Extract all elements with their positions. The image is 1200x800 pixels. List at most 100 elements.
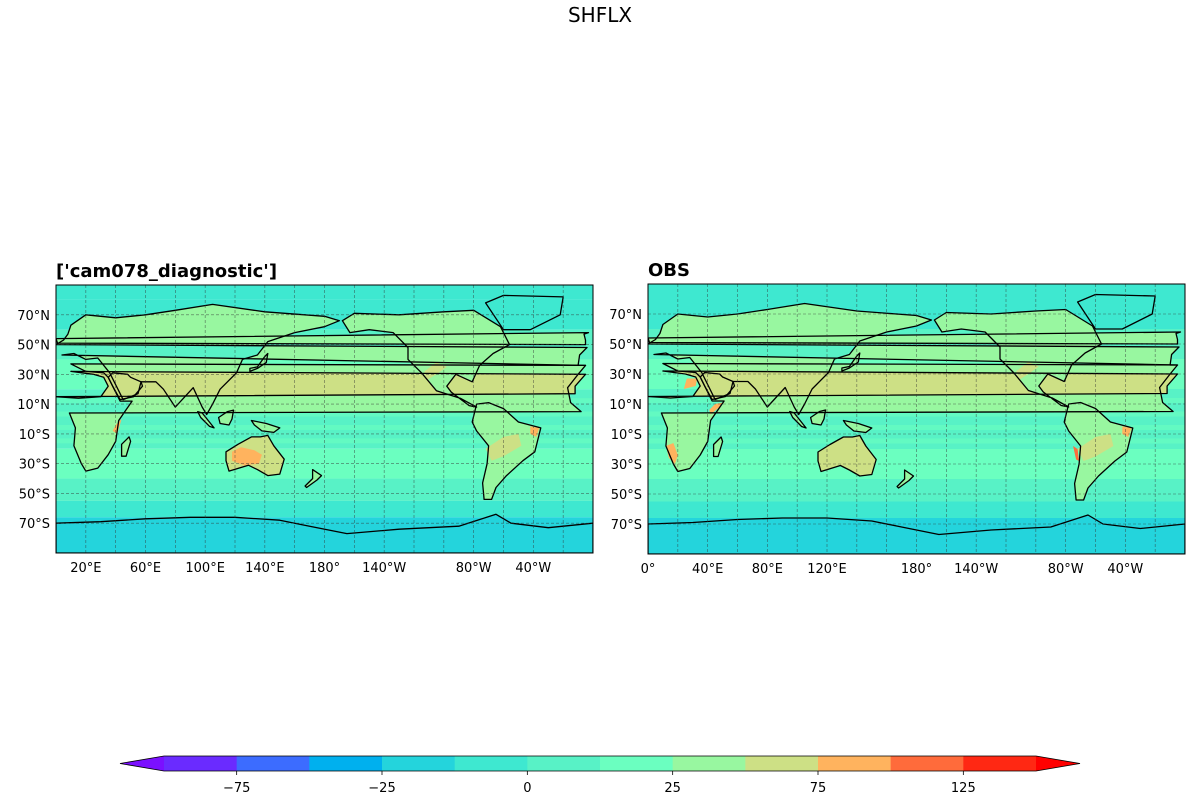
- x-tick-label: 80°E: [752, 562, 783, 577]
- land-madagascar: [713, 437, 723, 457]
- x-tick-label: 60°E: [130, 561, 161, 576]
- y-tick-label: 70°S: [611, 518, 642, 533]
- coastline-north-america: [933, 308, 1103, 408]
- x-tick-label: 100°E: [185, 561, 225, 576]
- hotspot: [112, 419, 122, 434]
- colorbar-tick-label: −75: [223, 781, 250, 796]
- coastline-arabia: [699, 371, 736, 401]
- coastline-antarctica: [648, 514, 1185, 554]
- colorbar-segment: [164, 756, 238, 771]
- hotspot: [1016, 362, 1039, 382]
- coastline-arabia: [107, 372, 144, 401]
- colorbar-extend-under: [120, 756, 164, 771]
- land-new-zealand: [897, 470, 914, 488]
- y-tick-label: 10°S: [19, 428, 50, 443]
- coastline-south-america: [471, 401, 542, 501]
- map-field-model: 70°N 50°N 30°N 10°N 10°S 30°S 50°S 70°S 20°E 60°E…: [17, 284, 594, 576]
- y-tick-label: 50°S: [19, 487, 50, 502]
- y-tick-label: 10°S: [611, 428, 642, 443]
- x-tick-label: 140°W: [954, 562, 998, 577]
- land-new-guinea: [843, 420, 872, 433]
- land-greenland: [485, 295, 564, 330]
- field-streak: [56, 411, 593, 417]
- y-tick-label: 30°S: [19, 458, 50, 473]
- y-tick-label: 70°N: [609, 308, 642, 323]
- land-uk: [648, 332, 1181, 344]
- colorbar-segment: [890, 756, 964, 771]
- hotspot: [232, 447, 262, 466]
- land-madagascar: [121, 436, 131, 457]
- y-tick-label: 50°N: [17, 339, 50, 354]
- coastline-sumatra: [789, 410, 807, 429]
- y-tick-label: 50°N: [609, 338, 642, 353]
- colorbar-segment: [818, 756, 892, 771]
- coastline-madagascar: [120, 436, 132, 457]
- coastline-new-guinea: [842, 419, 873, 434]
- coastline-south-america: [1063, 401, 1134, 501]
- coastline-madagascar: [712, 436, 724, 458]
- land-uk: [56, 332, 589, 345]
- coastline-new-zealand: [896, 469, 915, 489]
- coastline-new-guinea: [250, 419, 281, 434]
- coastline-new-zealand: [304, 468, 323, 489]
- colorbar-segment: [309, 756, 383, 771]
- x-tick-label: 20°E: [70, 561, 101, 576]
- y-tick-label: 50°S: [611, 488, 642, 503]
- colorbar-segment: [745, 756, 819, 771]
- y-tick-label: 30°N: [17, 368, 50, 383]
- map-panel-model: ['cam078_diagnostic'] 70°N 50°N 30°N 10°N 10…: [17, 261, 594, 576]
- coastline-sumatra: [197, 410, 215, 429]
- colorbar-segment: [236, 756, 310, 771]
- colorbar-segment: [454, 756, 528, 771]
- colorbar: −75 −25 0 25 75 125: [119, 755, 1081, 796]
- colorbar-tick-label: −25: [368, 781, 395, 796]
- colorbar-segment: [963, 756, 1037, 771]
- map-title-obs: OBS: [648, 260, 690, 281]
- y-tick-label: 30°N: [609, 368, 642, 383]
- x-tick-label: 40°W: [515, 561, 551, 576]
- colorbar-segment: [600, 756, 674, 771]
- x-tick-label: 80°W: [456, 561, 492, 576]
- x-tick-label: 180°: [901, 562, 932, 577]
- land-new-guinea: [251, 420, 280, 433]
- colorbar-tick-label: 0: [523, 781, 531, 796]
- land-sumatra: [197, 411, 215, 428]
- y-tick-label: 30°S: [611, 458, 642, 473]
- x-tick-label: 40°W: [1107, 562, 1143, 577]
- colorbar-tick-label: 125: [951, 781, 976, 796]
- map-frame: [647, 283, 1186, 555]
- coastline-japan: [249, 352, 269, 373]
- field-band: [56, 478, 593, 501]
- colorbar-extend-over: [1036, 756, 1080, 771]
- field-streak: [648, 425, 1185, 430]
- map-field-obs: 70°N 50°N 30°N 10°N 10°S 30°S 50°S 70°S 0° 40°E 80…: [609, 283, 1186, 577]
- coastline-uk: [648, 331, 1182, 345]
- coastline-sahara: [56, 370, 587, 399]
- colorbar-tick-label: 25: [664, 781, 681, 796]
- field-band: [56, 500, 593, 518]
- colorbar-tick-label: 75: [810, 781, 827, 796]
- x-tick-label: 140°E: [245, 561, 285, 576]
- colorbar-segment: [382, 756, 456, 771]
- coastline-eurasia: [648, 302, 1180, 416]
- land-greenland: [1077, 294, 1156, 329]
- x-tick-label: 40°E: [692, 562, 723, 577]
- hotspot: [424, 362, 447, 382]
- hotspot: [530, 426, 540, 437]
- coastline-sahara: [648, 370, 1179, 399]
- hotspot: [1073, 446, 1080, 461]
- x-tick-label: 120°E: [807, 562, 847, 577]
- land-australia: [818, 435, 877, 476]
- coastline-australia: [225, 434, 285, 477]
- map-panel-obs: OBS 70°N 50°N 30°N 10°N 10°S 30°S 50°S 70°S 0° 40…: [609, 260, 1186, 577]
- hotspot: [709, 402, 723, 415]
- x-tick-label: 140°W: [362, 561, 406, 576]
- coastline-north-america: [341, 309, 511, 408]
- coastline-borneo: [809, 409, 827, 426]
- coastline-eurasia: [56, 303, 588, 416]
- coastline-japan: [841, 352, 861, 372]
- colorbar-outline: [119, 755, 1081, 772]
- y-tick-label: 10°N: [609, 398, 642, 413]
- coastline-australia: [817, 434, 877, 477]
